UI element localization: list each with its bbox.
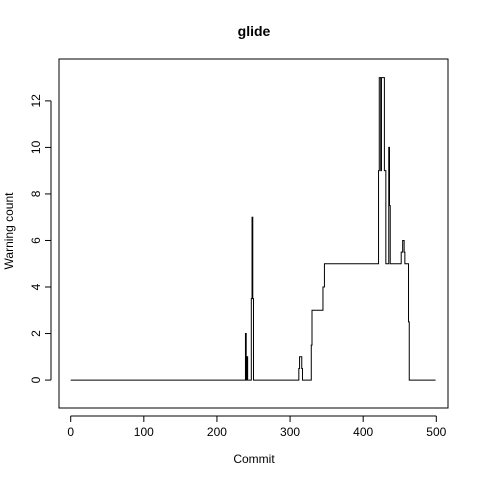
y-tick-label-5: 10 [29, 140, 43, 154]
plot-frame [58, 58, 449, 409]
y-tick-label-2: 4 [29, 283, 43, 290]
y-tick-label-3: 6 [29, 237, 43, 244]
x-tick-label-4: 400 [353, 425, 373, 439]
series-line-0 [70, 77, 436, 381]
x-axis: 0 100 200 300 400 500 [67, 415, 447, 439]
x-tick-label-0: 0 [67, 425, 74, 439]
x-tick-label-3: 300 [280, 425, 300, 439]
y-axis: 0 2 4 6 8 10 12 [29, 94, 52, 383]
x-tick-label-1: 100 [134, 425, 154, 439]
y-tick-label-0: 0 [29, 376, 43, 383]
chart-title: glide [238, 23, 271, 39]
y-tick-label-1: 2 [29, 330, 43, 337]
x-tick-label-5: 500 [426, 425, 446, 439]
x-axis-title: Commit [233, 452, 275, 466]
y-tick-label-6: 12 [29, 94, 43, 108]
x-tick-label-2: 200 [207, 425, 227, 439]
y-tick-label-4: 8 [29, 190, 43, 197]
y-axis-title: Warning count [2, 192, 16, 270]
plot-layer [70, 77, 436, 381]
